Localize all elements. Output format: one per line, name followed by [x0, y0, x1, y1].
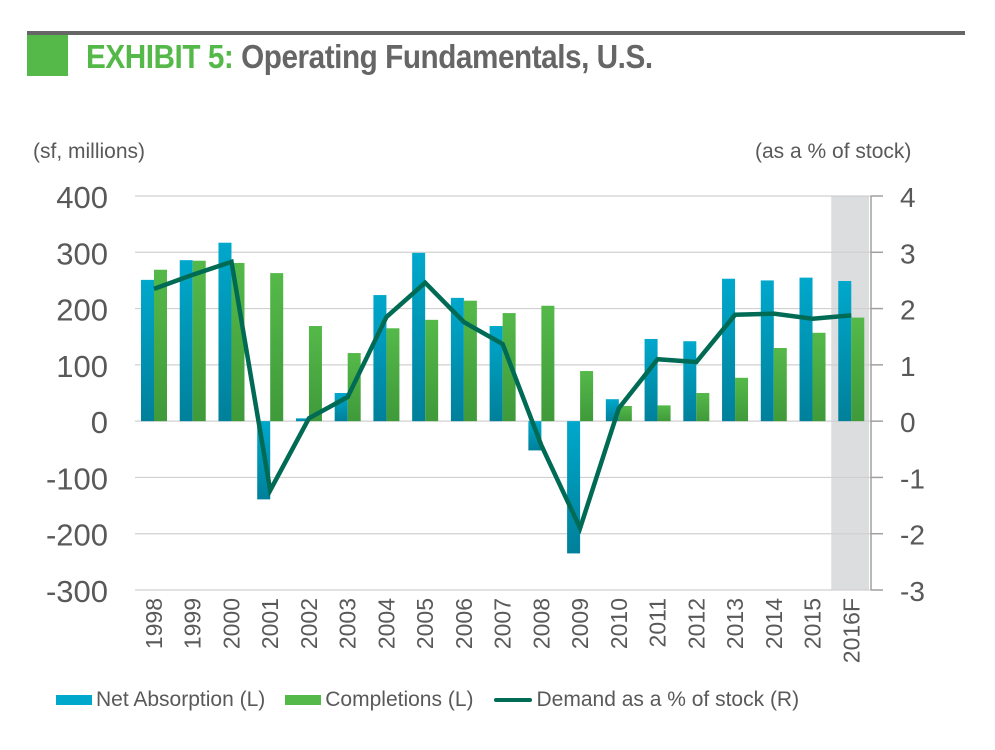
bar-completions [231, 262, 245, 422]
bar-completions [463, 300, 477, 422]
right-tick-label: 2 [900, 295, 916, 326]
left-tick-label: 400 [56, 180, 108, 215]
title-text: Operating Fundamentals, U.S. [233, 38, 653, 75]
legend-swatch-demand [493, 698, 532, 702]
x-tick-label: 2007 [490, 598, 516, 649]
x-tick-label: 2014 [761, 598, 787, 649]
bar-net-absorption [683, 341, 697, 422]
bar-net-absorption [567, 421, 581, 554]
right-tick-label: -1 [900, 463, 925, 494]
bar-completions [618, 405, 632, 422]
exhibit-label: EXHIBIT 5: [86, 38, 234, 75]
legend-label-net-absorption: Net Absorption (L) [96, 688, 266, 711]
x-tick-label: 2008 [528, 598, 554, 649]
bar-completions [308, 326, 322, 422]
right-tick-label: 4 [900, 182, 916, 213]
bar-completions [154, 269, 167, 422]
x-tick-label: 2003 [335, 598, 361, 649]
x-tick-label: 2001 [257, 598, 283, 649]
x-tick-label: 2002 [296, 598, 322, 649]
left-tick-label: 0 [91, 405, 108, 440]
bar-net-absorption [838, 280, 852, 422]
bar-completions [580, 371, 594, 422]
bar-net-absorption [722, 278, 736, 422]
bar-completions [386, 328, 400, 422]
bar-net-absorption [450, 297, 464, 422]
x-tick-label: 2015 [800, 598, 826, 649]
bar-completions [541, 305, 555, 422]
legend-swatch-net-absorption [56, 695, 92, 705]
legend-item-net-absorption: Net Absorption (L) [56, 688, 265, 712]
bar-net-absorption [373, 295, 387, 422]
bar-net-absorption [799, 277, 813, 422]
bar-net-absorption [489, 326, 503, 422]
right-tick-label: 0 [900, 407, 916, 438]
x-tick-label: 1999 [180, 598, 206, 649]
right-tick-label: 3 [900, 238, 916, 269]
title-accent-square [27, 35, 68, 76]
bar-completions [773, 347, 787, 422]
bar-completions [735, 377, 749, 422]
right-axis-title: (as a % of stock) [755, 140, 912, 163]
bar-net-absorption [644, 338, 658, 422]
x-tick-label: 2004 [373, 598, 399, 649]
legend-label-completions: Completions (L) [325, 688, 474, 711]
left-tick-label: 100 [56, 349, 108, 384]
left-tick-label: 200 [56, 293, 108, 328]
bar-net-absorption [141, 279, 154, 422]
x-tick-label: 2005 [412, 598, 438, 649]
bar-completions [696, 393, 710, 422]
left-tick-label: -300 [46, 574, 108, 609]
left-tick-label: -100 [46, 461, 108, 496]
x-tick-label: 2012 [683, 598, 709, 649]
x-tick-label: 2013 [722, 598, 748, 649]
bar-net-absorption [760, 280, 774, 422]
bar-completions [270, 273, 284, 422]
legend: Net Absorption (L) Completions (L) Deman… [56, 688, 819, 712]
legend-item-demand: Demand as a % of stock (R) [493, 688, 800, 712]
bar-net-absorption [295, 418, 309, 422]
left-axis-title: (sf, millions) [33, 140, 146, 163]
x-tick-label: 1998 [141, 598, 167, 649]
bar-completions [812, 332, 826, 422]
bar-net-absorption [179, 260, 193, 422]
x-tick-label: 2011 [645, 598, 671, 647]
bar-completions [657, 405, 671, 422]
title-rule [27, 31, 965, 35]
right-tick-label: 1 [900, 351, 916, 382]
left-tick-label: 300 [56, 236, 108, 271]
legend-item-completions: Completions (L) [285, 688, 474, 712]
legend-label-demand: Demand as a % of stock (R) [536, 688, 800, 711]
x-tick-label: 2006 [451, 598, 477, 649]
bar-completions [851, 317, 865, 422]
bar-completions [192, 260, 206, 422]
right-tick-label: -3 [900, 576, 925, 607]
x-tick-label: 2009 [567, 598, 593, 649]
legend-swatch-completions [285, 695, 322, 705]
bar-net-absorption [412, 252, 426, 422]
chart-title: EXHIBIT 5: Operating Fundamentals, U.S. [86, 38, 653, 76]
x-tick-label: 2010 [606, 598, 632, 649]
right-tick-label: -2 [900, 520, 925, 551]
bar-completions [425, 319, 439, 422]
x-tick-label: 2016F [838, 598, 864, 663]
x-tick-label: 2000 [218, 598, 244, 649]
left-tick-label: -200 [46, 518, 108, 553]
bar-net-absorption [218, 242, 232, 422]
